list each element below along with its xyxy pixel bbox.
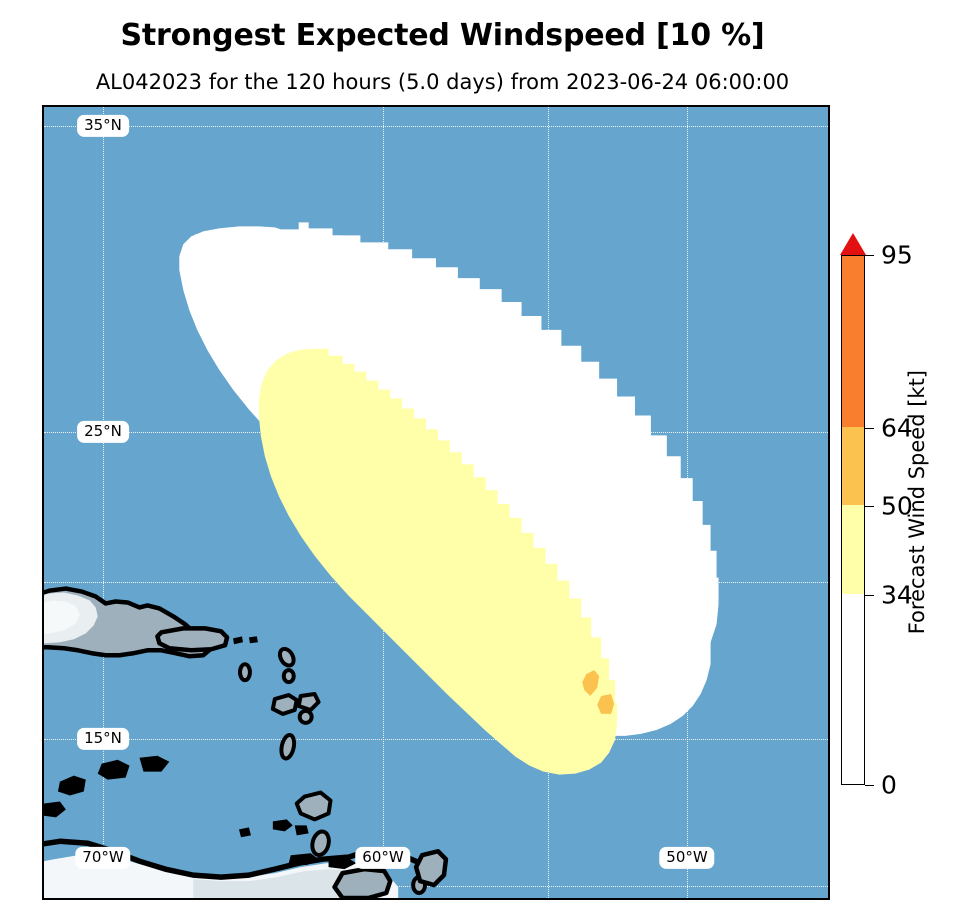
colorbar-ticklabel-64: 64: [881, 413, 913, 443]
colorbar-tick-50: [865, 506, 874, 507]
grid-label-lat-15n: 15°N: [77, 727, 129, 751]
gridline-lat-25n: [44, 432, 828, 433]
colorbar-ticklabel-95: 95: [881, 240, 913, 270]
grid-label-lon-60w: 60°W: [355, 846, 411, 870]
ocean-background: [44, 107, 828, 898]
gridline-lat-20n: [44, 582, 828, 583]
colorbar-extend-arrow-max: [840, 233, 866, 255]
grid-label-lon-50w: 50°W: [659, 846, 715, 870]
gridline-lon-55w: [548, 107, 549, 898]
grid-label-lon-70w: 70°W: [75, 846, 131, 870]
grid-label-lat-35n: 35°N: [77, 114, 129, 138]
gridline-lon-70w: [103, 107, 104, 898]
gridline-lat-35n: [44, 126, 828, 127]
colorbar-segment-0-34: [842, 594, 864, 784]
colorbar-body: [841, 255, 865, 785]
colorbar[interactable]: 95 64 50 34 0: [839, 231, 913, 800]
colorbar-tick-34: [865, 595, 874, 597]
colorbar-segment-50-64: [842, 426, 864, 505]
gridline-lon-60w: [383, 107, 384, 898]
colorbar-tick-95: [865, 255, 874, 256]
colorbar-tick-0: [865, 785, 874, 786]
colorbar-ticklabel-34: 34: [881, 580, 913, 610]
page-title: Strongest Expected Windspeed [10 %]: [120, 18, 765, 53]
gridline-lon-50w: [687, 107, 688, 898]
gridline-lat-10n: [44, 886, 828, 887]
colorbar-ticklabel-50: 50: [881, 491, 913, 521]
colorbar-tick-64: [865, 427, 874, 429]
colorbar-segment-34-50: [842, 505, 864, 595]
colorbar-axis-label: Forecast Wind Speed [kt]: [905, 370, 929, 635]
colorbar-segment-64-95: [842, 256, 864, 427]
map-plot-area[interactable]: 35°N 25°N 15°N 70°W 60°W 50°W: [42, 105, 830, 900]
gridline-lat-15n: [44, 739, 828, 740]
page-subtitle: AL042023 for the 120 hours (5.0 days) fr…: [95, 70, 790, 94]
colorbar-ticklabel-0: 0: [881, 770, 897, 800]
grid-label-lat-25n: 25°N: [77, 420, 129, 444]
